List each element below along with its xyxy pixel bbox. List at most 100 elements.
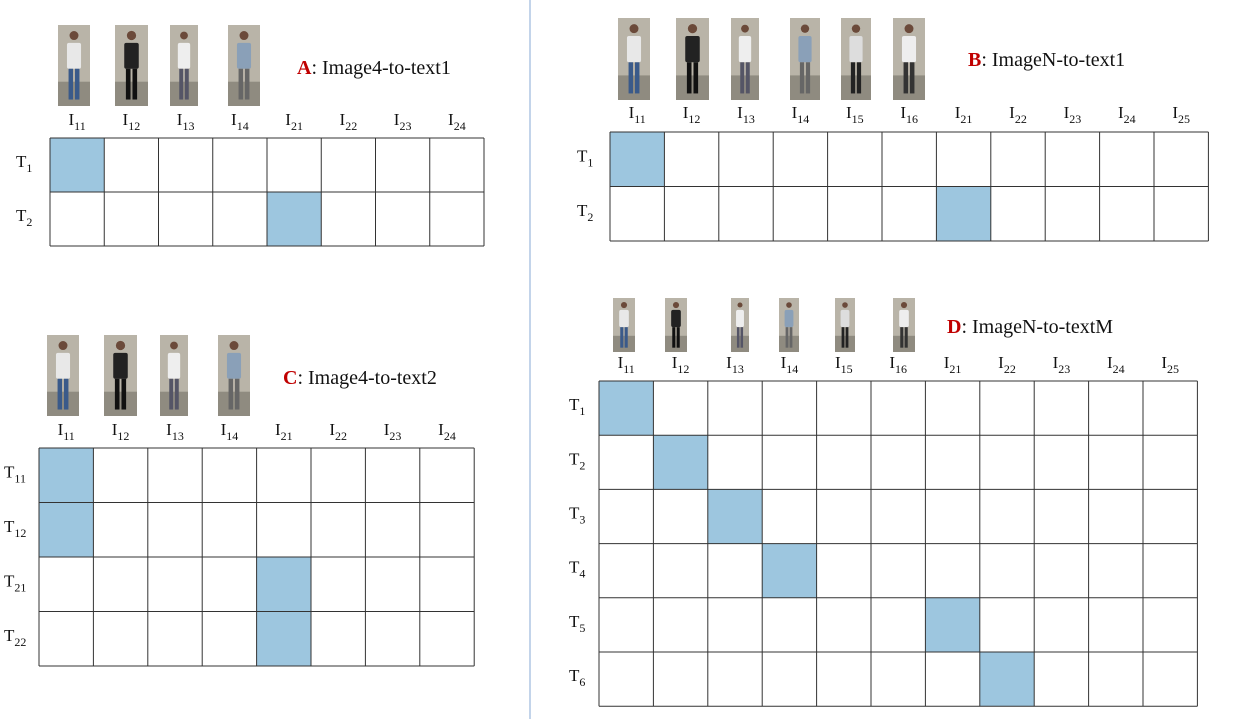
column-label: I11 [629,103,646,126]
leg [845,327,849,348]
head [737,302,743,308]
column-label-sub: 22 [1004,362,1016,376]
photo-ground [779,335,799,352]
head [741,24,749,33]
person-image [731,18,759,100]
torso [113,352,128,379]
torso [167,352,181,379]
leg [184,68,189,100]
head [115,340,126,351]
person-image [618,18,650,100]
leg [805,62,811,94]
leg [125,68,131,100]
column-label-base: I [900,103,906,122]
panel-title-text: : Image4-to-text2 [297,367,436,389]
leg [672,327,676,348]
column-label-sub: 11 [63,429,75,443]
column-label-base: I [123,110,129,129]
leg [841,327,845,348]
person-image [665,298,687,352]
row-label-sub: 1 [587,155,593,169]
column-label-base: I [438,420,444,439]
column-label: I14 [781,353,799,376]
panel-title: D: ImageN-to-textM [947,316,1113,338]
match-cell [39,448,94,503]
torso [899,309,909,328]
column-label-sub: 25 [1167,362,1179,376]
leg [909,62,915,94]
column-label-base: I [1064,103,1070,122]
leg [114,378,120,410]
leg [740,327,744,348]
column-label-sub: 14 [797,112,809,126]
row-label-sub: 4 [579,567,585,581]
column-label-sub: 11 [74,119,86,133]
photo-ground [58,81,90,106]
match-cell [936,186,991,241]
head [904,24,914,34]
person-image [613,298,635,352]
column-label-sub: 23 [389,429,401,443]
column-label: I22 [340,110,358,133]
row-label: T2 [577,201,593,224]
person-image [835,298,855,352]
column-label-sub: 13 [743,112,755,126]
column-label: I22 [998,353,1016,376]
column-label-sub: 23 [399,119,411,133]
person-image [170,25,198,106]
row-label-sub: 21 [14,580,26,594]
head [629,24,639,34]
leg [121,378,127,410]
column-label: I16 [889,353,907,376]
column-label: I23 [394,110,412,133]
column-label-sub: 16 [895,362,907,376]
match-cell [256,557,311,612]
match-cell [653,435,708,490]
leg [63,378,69,410]
column-label: I14 [792,103,810,126]
head [620,301,628,309]
row-label: T2 [569,449,585,472]
column-label-base: I [683,103,689,122]
head [687,24,698,34]
column-label-sub: 13 [732,362,744,376]
photo-ground [170,81,198,106]
column-label: I21 [275,420,293,443]
column-label-base: I [629,103,635,122]
photo-ground [618,75,650,100]
column-label: I14 [221,420,239,443]
person-image [676,18,709,100]
row-label-sub: 3 [579,513,585,527]
leg [169,378,174,410]
column-label-sub: 21 [949,362,961,376]
match-cell [267,192,322,246]
leg [900,327,904,348]
column-label: I24 [438,420,456,443]
column-label: I12 [683,103,701,126]
torso [619,309,629,328]
head [900,301,908,309]
column-label: I13 [737,103,755,126]
panel-title-text: : Image4-to-text1 [311,57,450,79]
leg [856,62,862,94]
leg [693,62,699,94]
column-label-sub: 24 [1124,112,1136,126]
match-cell [256,611,311,666]
column-label-sub: 12 [688,112,700,126]
leg [676,327,680,348]
torso [66,42,82,69]
column-label-base: I [781,353,787,372]
column-label: I25 [1161,353,1179,376]
row-label-base: T [4,517,15,536]
row-label-sub: 2 [26,215,32,229]
leg [228,378,234,410]
leg [234,378,240,410]
leg [74,68,80,100]
column-label: I23 [384,420,402,443]
match-cell [610,132,665,187]
torso [226,352,242,379]
